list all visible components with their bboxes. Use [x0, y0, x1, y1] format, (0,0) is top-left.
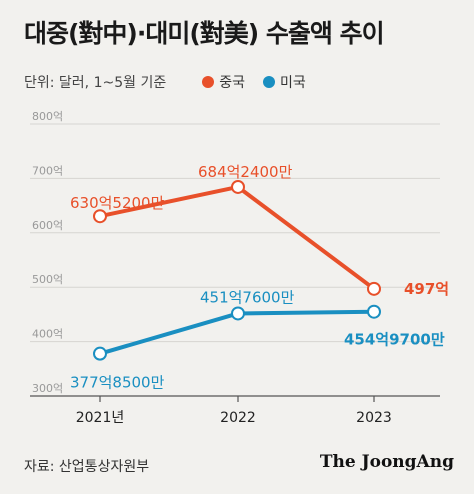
data-point	[231, 179, 245, 194]
legend-item-usa: 미국	[263, 72, 306, 92]
line-chart: 300억 400억 500억 600억 700억 800억 2021년 2022 2023 630…	[30, 110, 449, 426]
data-label: 497억	[404, 280, 449, 298]
subtitle-row: 단위: 달러, 1~5월 기준 중국 미국	[24, 72, 454, 92]
source-note: 자료: 산업통상자원부	[24, 459, 150, 475]
data-point	[93, 209, 107, 224]
data-point	[367, 281, 381, 296]
data-point	[231, 306, 245, 321]
y-tick-label: 800억	[32, 110, 63, 123]
y-tick-label: 600억	[32, 219, 63, 232]
data-label: 377억8500만	[70, 374, 165, 392]
chart-title: 대중(對中)·대미(對美) 수출액 추이	[24, 19, 385, 48]
legend-label-china: 중국	[219, 75, 245, 91]
data-label: 684억2400만	[198, 163, 293, 181]
data-label: 630억5200만	[70, 194, 165, 212]
legend-item-china: 중국	[202, 72, 245, 92]
legend-dot-usa	[263, 76, 275, 88]
brand-logo: The JoongAng	[319, 452, 454, 472]
y-tick-label: 500억	[32, 273, 63, 286]
data-point	[93, 346, 107, 361]
x-tick-label: 2022	[220, 410, 256, 426]
legend-dot-china	[202, 76, 215, 88]
y-tick-label: 700억	[32, 164, 63, 177]
data-point	[367, 304, 381, 319]
y-tick-label: 400억	[32, 328, 63, 341]
data-label: 451억7600만	[200, 288, 295, 306]
unit-note: 단위: 달러, 1~5월 기준	[24, 75, 167, 91]
data-label: 454억9700만	[344, 331, 445, 349]
x-tick-label: 2021년	[76, 410, 125, 426]
legend: 중국 미국	[202, 72, 324, 92]
x-tick-label: 2023	[356, 410, 392, 426]
legend-label-usa: 미국	[280, 75, 306, 91]
y-tick-label: 300억	[32, 382, 63, 395]
